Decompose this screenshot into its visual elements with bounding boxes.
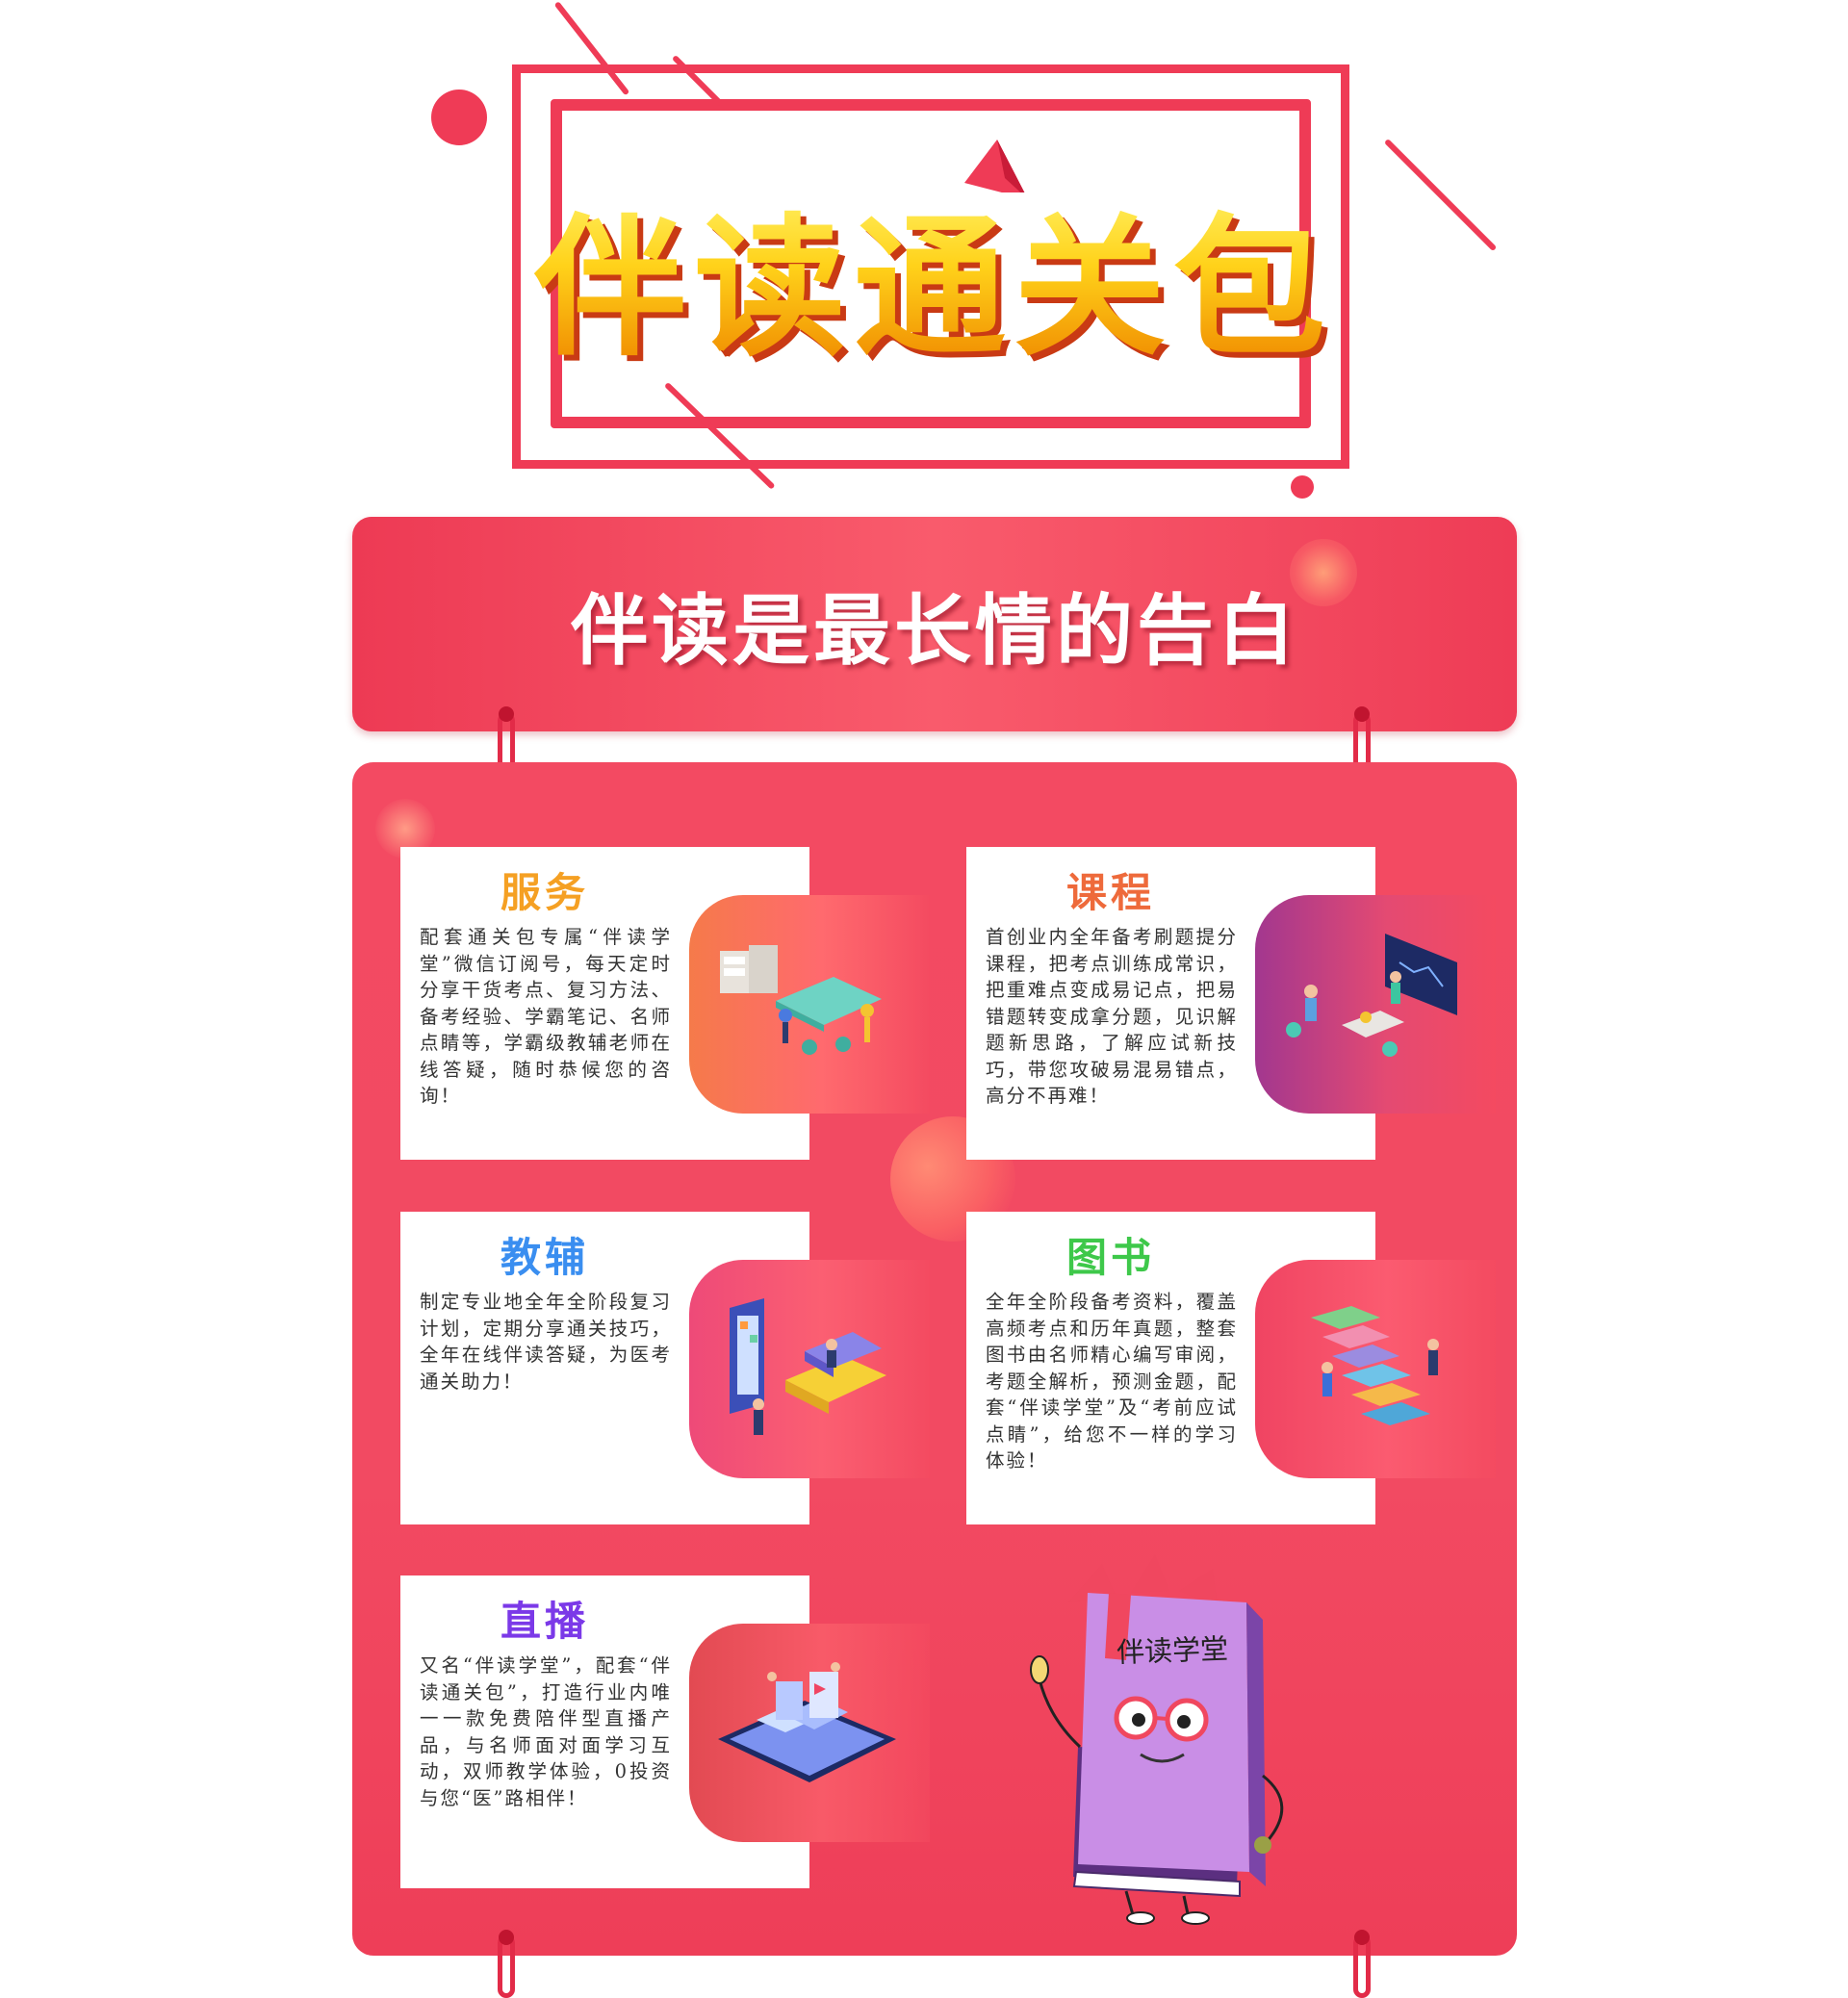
card-title: 教辅: [500, 1234, 589, 1281]
ring-pin: [1354, 706, 1370, 722]
card-title: 图书: [1065, 1234, 1155, 1281]
study-illustration-icon: [730, 1298, 886, 1435]
banner-glow: [1290, 539, 1357, 606]
ring-pin: [499, 1930, 514, 1945]
card-illustration: [1255, 1260, 1496, 1478]
card-body: 配套通关包专属“伴读学堂”微信订阅号，每天定时分享干货考点、复习方法、备考经验、…: [420, 926, 672, 1107]
title-background: [597, 192, 1270, 356]
card-illustration: [1255, 895, 1496, 1114]
title-outer-frame: [512, 64, 1349, 469]
books-illustration-icon: [1311, 1306, 1439, 1425]
office-illustration-icon: [720, 945, 882, 1055]
card-body: 首创业内全年备考刷题提分课程，把考点训练成常识，把重难点变成易记点，把易错题转变…: [986, 926, 1238, 1107]
deco-line: [1383, 138, 1498, 252]
book-mascot-icon: [1030, 1554, 1284, 1925]
banner-title: 伴读是最长情的告白: [571, 584, 1298, 676]
card-illustration: [689, 1624, 930, 1842]
mascot-book-label: 伴读学堂: [1116, 1631, 1229, 1670]
ring-pin: [499, 706, 514, 722]
card-illustration: [689, 895, 930, 1114]
live-stream-illustration-icon: [718, 1662, 896, 1782]
ring-pin: [1354, 1930, 1370, 1945]
card-body: 制定专业地全年全阶段复习计划，定期分享通关技巧，全年在线伴读答疑，为医考通关助力…: [420, 1291, 672, 1393]
deco-triangle-icon: [964, 140, 1028, 199]
card-title: 服务: [500, 869, 589, 916]
deco-dot: [431, 90, 487, 145]
card-title: 直播: [500, 1598, 589, 1645]
classroom-illustration-icon: [1286, 934, 1457, 1057]
card-illustration: [689, 1260, 930, 1478]
deco-dot: [1291, 475, 1314, 499]
card-title: 课程: [1065, 869, 1155, 916]
main-title: 伴读通关包: [481, 183, 1386, 377]
card-body: 全年全阶段备考资料，覆盖高频考点和历年真题，整套图书由名师精心编写审阅，考题全解…: [986, 1291, 1238, 1472]
title-inner-frame: [551, 99, 1311, 428]
card-body: 又名“伴读学堂”，配套“伴读通关包”，打造行业内唯一一款免费陪伴型直播产品，与名…: [420, 1654, 672, 1809]
